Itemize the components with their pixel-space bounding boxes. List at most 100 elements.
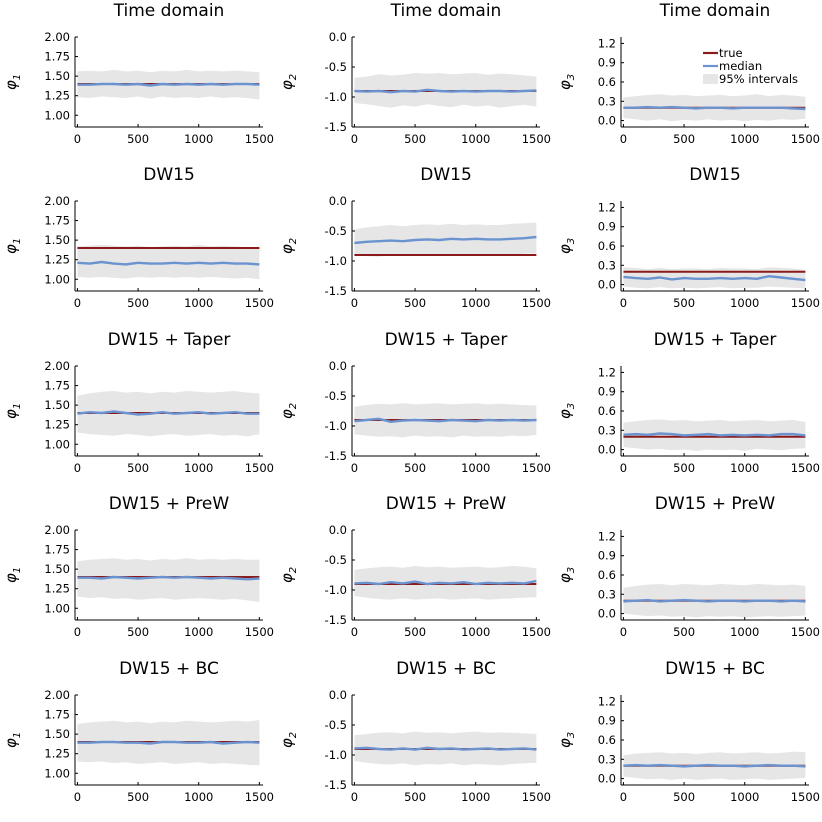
y-tick-label: 0.6 — [598, 239, 616, 253]
median-line — [77, 410, 260, 416]
y-axis-symbol: φ — [2, 80, 20, 90]
panel-title: Time domain — [659, 1, 771, 21]
y-tick-label: 0.9 — [598, 220, 616, 234]
x-tick-label: 1000 — [184, 132, 213, 146]
y-axis-subscript: 3 — [566, 567, 577, 573]
x-tick-label: 1500 — [522, 461, 551, 475]
median-line — [77, 260, 260, 266]
x-tick-label: 0 — [74, 132, 81, 146]
y-tick-label: -1.5 — [325, 613, 347, 627]
x-tick-label: 1000 — [184, 790, 213, 804]
y-tick-label: -0.5 — [325, 553, 347, 567]
panel-r2-c0: DW15 + Taper 1.00 1.25 1.50 1.75 2.00 0 500 1000… — [2, 330, 274, 475]
y-tick-label: 1.00 — [44, 601, 70, 615]
median-line — [77, 575, 260, 581]
y-tick-label: 1.25 — [44, 89, 70, 103]
y-tick-label: 1.2 — [598, 200, 616, 214]
y-tick-label: 1.2 — [598, 694, 616, 708]
y-tick-label: 1.50 — [44, 727, 70, 741]
x-tick-label: 0 — [351, 625, 358, 639]
y-tick-label: 0.3 — [598, 587, 616, 601]
y-axis-symbol: φ — [556, 409, 574, 419]
panel-r3-c1: DW15 + PreW -1.5 -1.0 -0.5 0.0 0 500 1000 1500 φ2 — [278, 494, 551, 639]
x-tick-label: 1000 — [730, 790, 759, 804]
x-tick-label: 1000 — [461, 790, 490, 804]
y-axis-subscript: 3 — [566, 238, 577, 244]
x-tick-label: 1500 — [791, 790, 820, 804]
y-tick-label: 0.6 — [598, 404, 616, 418]
x-tick-label: 1500 — [791, 296, 820, 310]
y-tick-label: -1.5 — [325, 778, 347, 792]
y-axis-label: φ1 — [2, 732, 23, 748]
panel-title: Time domain — [113, 1, 225, 21]
panel-title: DW15 — [689, 165, 741, 185]
median-line — [354, 235, 537, 245]
panel-title: DW15 + Taper — [108, 330, 231, 350]
panel-title: DW15 + BC — [119, 659, 219, 679]
panel-title: DW15 + BC — [396, 659, 496, 679]
panel-r0-c0: Time domain 1.00 1.25 1.50 1.75 2.00 0 500 1000 1… — [2, 1, 274, 146]
y-tick-label: 1.2 — [598, 529, 616, 543]
y-tick-label: 1.00 — [44, 437, 70, 451]
y-axis-symbol: φ — [278, 80, 296, 90]
x-tick-label: 1500 — [245, 461, 274, 475]
y-axis-symbol: φ — [278, 244, 296, 254]
y-tick-label: 2.00 — [44, 359, 70, 373]
panel-r4-c2: DW15 + BC 0.0 0.3 0.6 0.9 1.2 0 500 1000 1500 φ3 — [556, 659, 820, 804]
y-axis-subscript: 2 — [288, 74, 299, 80]
median-line — [354, 746, 537, 751]
x-tick-label: 500 — [673, 132, 695, 146]
y-tick-label: 2.00 — [44, 30, 70, 44]
y-tick-label: 0.0 — [329, 30, 347, 44]
x-tick-label: 1500 — [522, 790, 551, 804]
y-tick-label: 0.3 — [598, 258, 616, 272]
x-tick-label: 0 — [74, 625, 81, 639]
y-axis-subscript: 3 — [566, 74, 577, 80]
y-axis-subscript: 3 — [566, 403, 577, 409]
y-tick-label: 1.50 — [44, 233, 70, 247]
y-axis-subscript: 1 — [12, 403, 23, 409]
y-axis-label: φ1 — [2, 403, 23, 419]
median-line — [623, 598, 806, 603]
legend-interval-swatch — [703, 74, 718, 84]
y-tick-label: -1.5 — [325, 120, 347, 134]
y-tick-label: 0.0 — [598, 278, 616, 292]
x-tick-label: 1500 — [791, 625, 820, 639]
x-tick-label: 500 — [673, 461, 695, 475]
panel-title: Time domain — [390, 1, 502, 21]
x-tick-label: 1000 — [184, 461, 213, 475]
y-tick-label: 1.00 — [44, 272, 70, 286]
y-tick-label: 1.25 — [44, 418, 70, 432]
y-axis-label: φ3 — [556, 567, 577, 583]
y-axis-label: φ1 — [2, 238, 23, 254]
y-axis-symbol: φ — [278, 573, 296, 583]
y-tick-label: 1.00 — [44, 108, 70, 122]
y-tick-label: 1.50 — [44, 562, 70, 576]
y-tick-label: -1.0 — [325, 583, 347, 597]
y-tick-label: 0.6 — [598, 75, 616, 89]
panel-title: DW15 + Taper — [385, 330, 508, 350]
x-tick-label: 500 — [404, 461, 426, 475]
y-tick-label: 0.0 — [329, 523, 347, 537]
x-tick-label: 0 — [351, 132, 358, 146]
x-tick-label: 1000 — [184, 625, 213, 639]
y-tick-label: 0.9 — [598, 56, 616, 70]
median-line — [623, 432, 806, 437]
y-tick-label: 2.00 — [44, 523, 70, 537]
y-axis-symbol: φ — [556, 244, 574, 254]
median-line — [623, 105, 806, 111]
panel-title: DW15 + BC — [665, 659, 765, 679]
y-axis-label: φ3 — [556, 732, 577, 748]
x-tick-label: 1000 — [461, 461, 490, 475]
y-tick-label: 1.75 — [44, 214, 70, 228]
panel-r0-c2: Time domain 0.0 0.3 0.6 0.9 1.2 0 500 1000 1500 φ3 — [556, 1, 820, 146]
y-tick-label: 1.75 — [44, 543, 70, 557]
y-tick-label: 0.9 — [598, 385, 616, 399]
y-tick-label: 1.25 — [44, 582, 70, 596]
y-tick-label: -1.5 — [325, 284, 347, 298]
panel-r1-c0: DW15 1.00 1.25 1.50 1.75 2.00 0 500 1000 1500 φ1 — [2, 165, 274, 310]
x-tick-label: 1500 — [522, 296, 551, 310]
y-tick-label: 0.0 — [598, 772, 616, 786]
y-axis-symbol: φ — [556, 80, 574, 90]
